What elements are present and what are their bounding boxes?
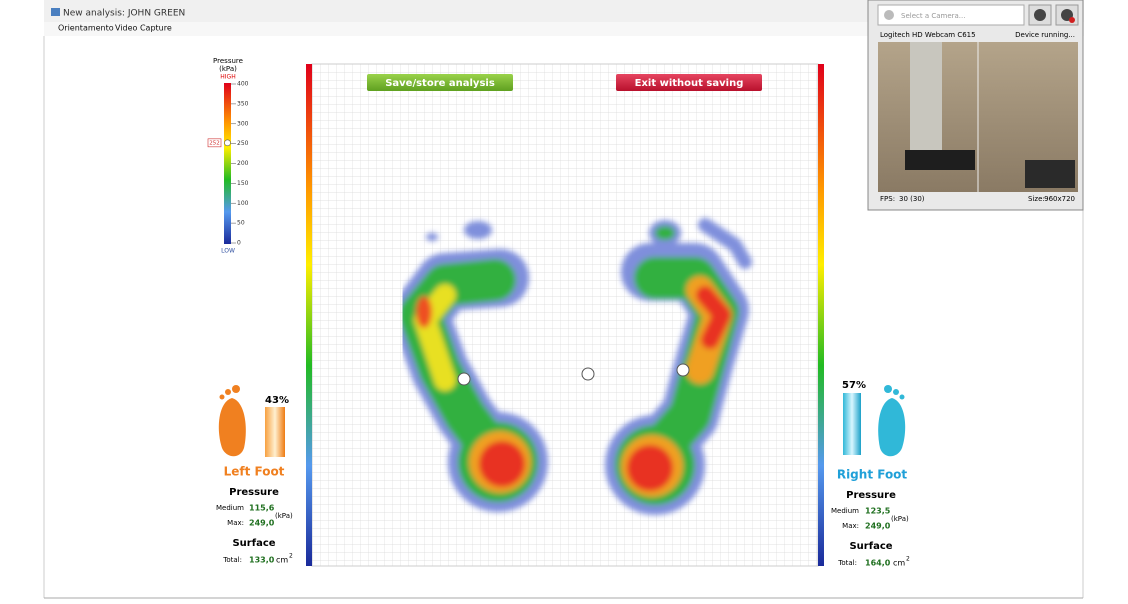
exit-button[interactable] — [616, 74, 762, 91]
camera-shoe — [905, 150, 975, 170]
toe — [232, 385, 240, 393]
camera-device: Logitech HD Webcam C615 — [880, 31, 976, 39]
left-foot-icon — [218, 398, 246, 457]
center-marker — [581, 367, 595, 381]
toe — [893, 389, 899, 395]
toe — [899, 394, 905, 400]
surface-exponent: 2 — [289, 553, 293, 560]
menu-bar — [44, 22, 1084, 36]
color-bar-right — [818, 64, 824, 566]
scale-tick-label: 150 — [237, 180, 249, 187]
app-icon — [51, 8, 60, 16]
left-percent-bar — [265, 407, 285, 457]
max-label: Max: — [842, 522, 859, 530]
total-label: Total: — [222, 556, 242, 564]
center-marker — [676, 363, 690, 377]
camera-status: Device running... — [1015, 31, 1075, 39]
medium-value: 115,6 — [249, 504, 275, 513]
max-value: 249,0 — [249, 519, 275, 528]
fps-value: 30 (30) — [899, 195, 925, 203]
camera-platform — [1025, 160, 1075, 188]
scale-tick-label: 0 — [237, 240, 241, 247]
menu-item[interactable]: Video Capture — [115, 24, 172, 33]
right-foot-heatmap — [605, 218, 752, 515]
medium-value: 123,5 — [865, 507, 891, 516]
button-icon — [1069, 17, 1075, 23]
fps-label: FPS: — [880, 195, 895, 203]
pressure-unit: (kPa) — [891, 515, 909, 523]
scale-marker-box — [207, 138, 222, 148]
camera-select[interactable] — [877, 4, 1025, 26]
pressure-unit: (kPa) — [275, 512, 293, 520]
save-button[interactable] — [367, 74, 513, 91]
surface-exponent: 2 — [906, 556, 910, 563]
camera-icon — [884, 10, 894, 20]
camera-select-text[interactable]: Select a Camera... — [901, 12, 965, 20]
right-percent-bar — [843, 393, 861, 455]
scale-marker-dot — [224, 139, 231, 147]
scale-bar — [224, 83, 231, 244]
right-percent: 57% — [842, 380, 866, 391]
scale-tick-label: 200 — [237, 160, 249, 167]
size-label: Size: — [1028, 195, 1045, 203]
menu-item[interactable]: Orientamento — [58, 24, 114, 33]
toe — [219, 394, 225, 400]
scale-tick-label: 250 — [237, 140, 249, 147]
left-percent: 43% — [265, 395, 289, 406]
left-foot-heatmap — [391, 221, 548, 512]
medium-label: Medium — [216, 504, 244, 512]
pressure-title: Pressure — [846, 490, 896, 501]
title-bar — [44, 0, 1084, 22]
camera-leg — [910, 42, 942, 152]
window-title: New analysis: JOHN GREEN — [63, 9, 185, 19]
medium-label: Medium — [831, 507, 859, 515]
save-button-label[interactable]: Save/store analysis — [385, 78, 495, 89]
scale-title: Pressure — [213, 57, 243, 65]
max-value: 249,0 — [865, 522, 891, 531]
scale-tick-label: 50 — [237, 220, 245, 227]
pressure-scale: Pressure (kPa) HIGH LOW 400 350 300 250 200 1… — [207, 57, 249, 255]
scale-tick-label: 400 — [237, 81, 249, 88]
button-icon — [1034, 9, 1046, 21]
toe — [884, 385, 892, 393]
surface-unit: cm — [893, 559, 905, 568]
surface-title: Surface — [849, 541, 892, 552]
scale-high: HIGH — [220, 74, 235, 81]
size-value: 960x720 — [1044, 195, 1075, 203]
surface-unit: cm — [276, 556, 288, 565]
right-foot-name: Right Foot — [837, 468, 908, 482]
pressure-title: Pressure — [229, 487, 279, 498]
scale-unit: (kPa) — [219, 65, 237, 73]
left-foot-name: Left Foot — [224, 465, 285, 479]
scale-tick-label: 300 — [237, 120, 249, 127]
scale-marker: 252 — [209, 140, 220, 146]
total-value: 164,0 — [865, 559, 891, 568]
right-foot-icon — [878, 398, 906, 457]
total-label: Total: — [837, 559, 857, 567]
max-label: Max: — [227, 519, 244, 527]
scale-tick-label: 350 — [237, 100, 249, 107]
total-value: 133,0 — [249, 556, 275, 565]
center-marker — [457, 372, 471, 386]
toe — [225, 389, 231, 395]
exit-button-label[interactable]: Exit without saving — [635, 78, 744, 89]
surface-title: Surface — [232, 538, 275, 549]
scale-tick-label: 100 — [237, 200, 249, 207]
color-bar-left — [306, 64, 312, 566]
scale-low: LOW — [221, 248, 235, 255]
